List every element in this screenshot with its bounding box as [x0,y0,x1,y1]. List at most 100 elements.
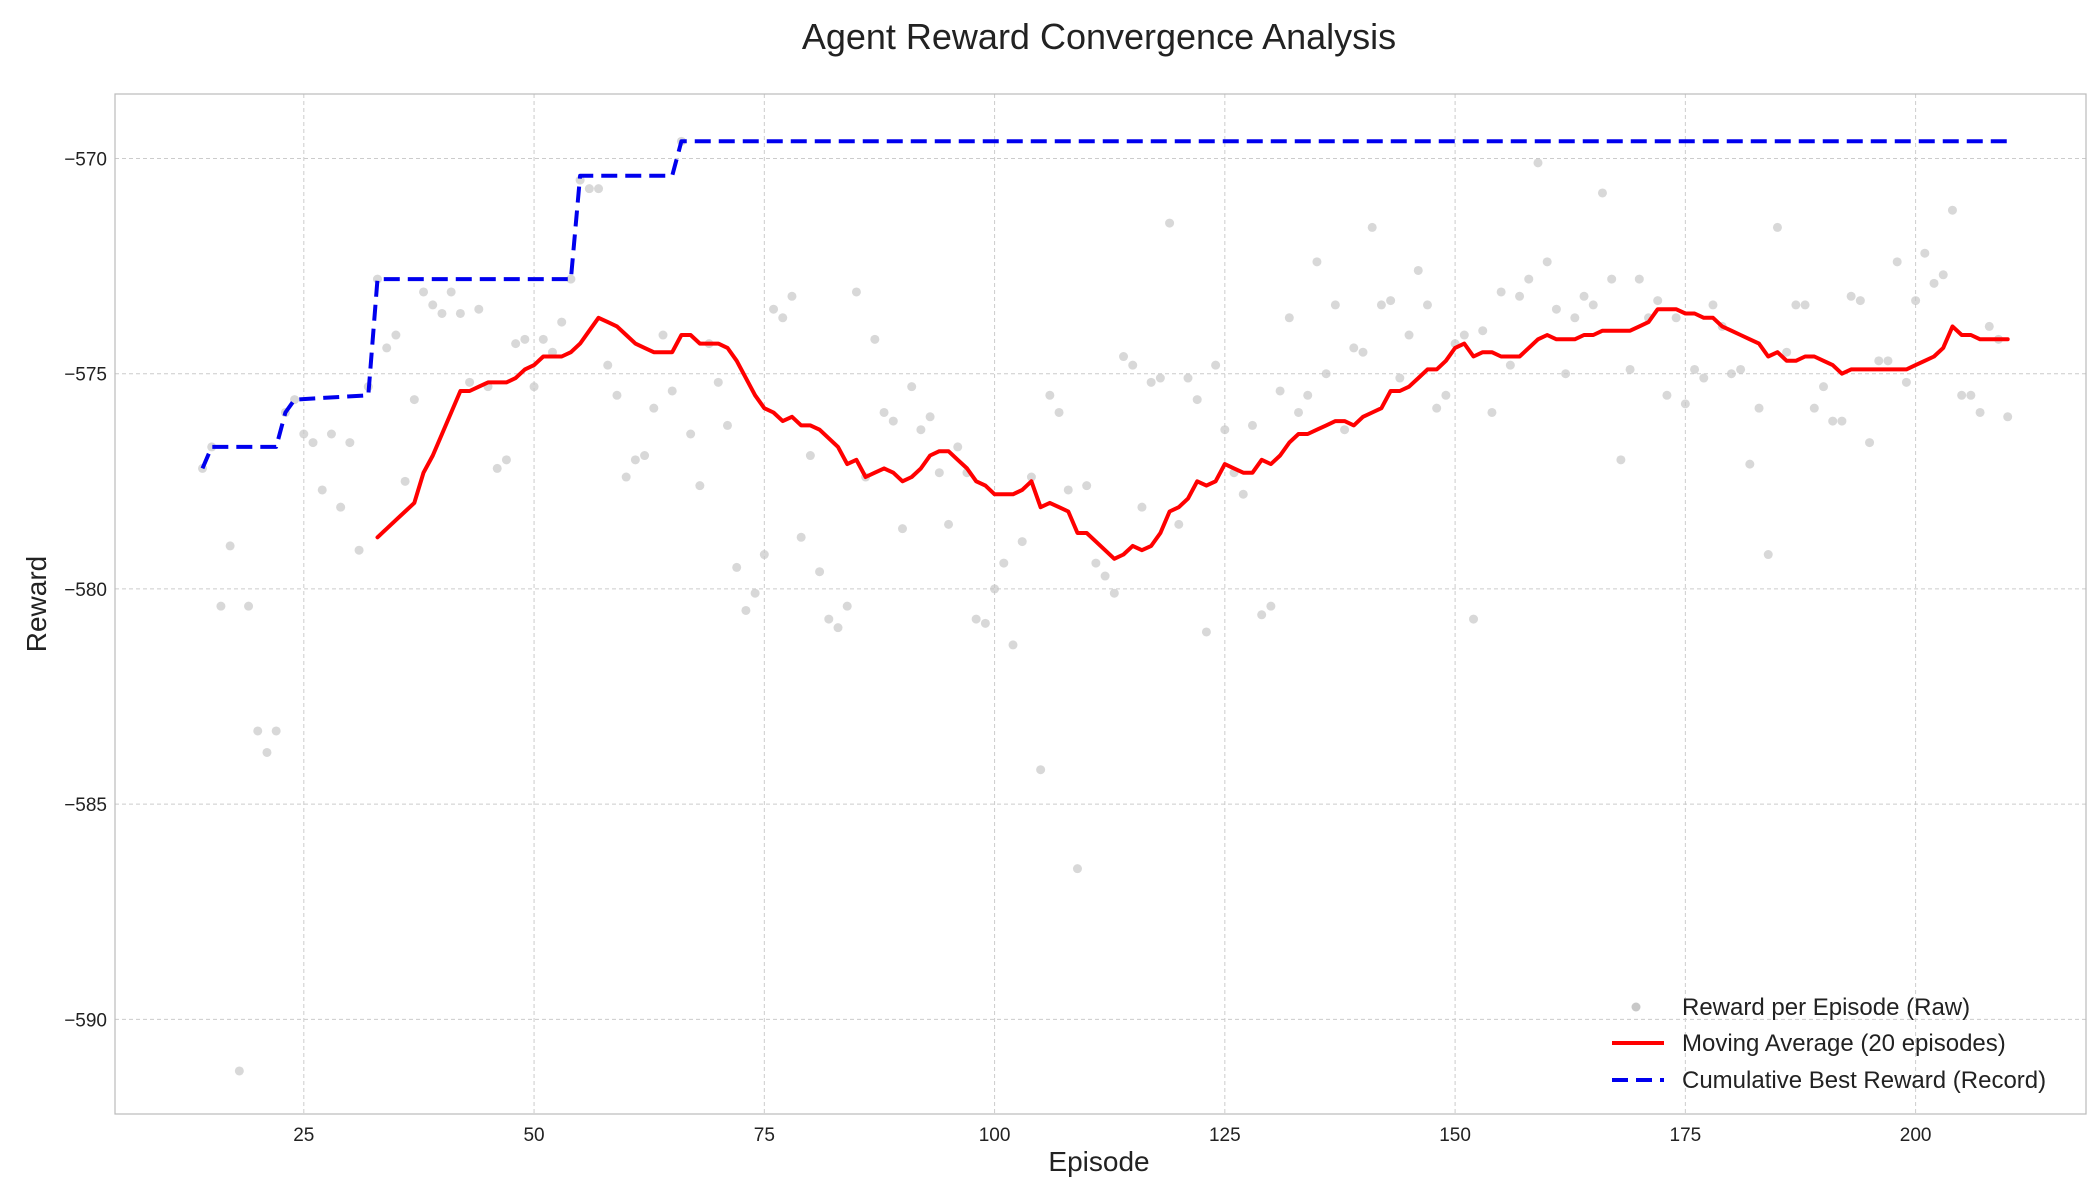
raw-reward-point [1211,360,1221,370]
raw-reward-point [253,726,263,736]
raw-reward-point [888,416,898,426]
raw-reward-point [1155,373,1165,383]
raw-reward-point [1653,296,1663,306]
raw-reward-point [1266,601,1276,611]
raw-reward-point [1984,321,1994,331]
raw-reward-point [1957,390,1967,400]
moving-average-line-group [375,307,2010,561]
best-reward-line-group [200,139,2008,470]
raw-reward-point [1782,347,1792,357]
raw-reward-point [934,468,944,478]
raw-reward-point [1772,222,1782,232]
raw-reward-point [501,455,511,465]
raw-reward-point [1137,502,1147,512]
raw-reward-point [1975,407,1985,417]
raw-reward-point [1459,330,1469,340]
raw-reward-point [805,451,815,461]
raw-reward-point [1579,291,1589,301]
raw-reward-point [1690,364,1700,374]
raw-reward-point [1082,481,1092,491]
raw-reward-point [1542,257,1552,267]
raw-reward-point [1284,313,1294,323]
raw-reward-point [1736,364,1746,374]
raw-reward-point [437,308,447,318]
raw-reward-point [1680,399,1690,409]
raw-reward-point [1763,550,1773,560]
raw-reward-point [511,339,521,349]
raw-reward-point [944,519,954,529]
raw-reward-point [1911,296,1921,306]
chart-title: Agent Reward Convergence Analysis [802,16,1396,57]
raw-reward-point [824,614,834,624]
grid-lines [115,94,2086,1114]
x-tick-label: 200 [1900,1125,1932,1146]
raw-reward-point [1072,864,1082,874]
raw-reward-point [474,304,484,314]
raw-reward-point [1791,300,1801,310]
raw-reward-point [1570,313,1580,323]
raw-reward-point [216,601,226,611]
raw-reward-point [1671,313,1681,323]
raw-reward-point [1395,373,1405,383]
raw-reward-point [1247,420,1257,430]
raw-reward-point [1238,489,1248,499]
raw-reward-point [879,407,889,417]
legend-label-moving-average: Moving Average (20 episodes) [1682,1030,2006,1057]
raw-reward-point [446,287,456,297]
raw-reward-point [234,1066,244,1076]
raw-reward-point [1855,296,1865,306]
raw-reward-point [925,412,935,422]
raw-reward-point [1386,296,1396,306]
raw-reward-point [640,451,650,461]
raw-reward-point [778,313,788,323]
legend-label-best: Cumulative Best Reward (Record) [1682,1067,2046,1094]
raw-reward-point [621,472,631,482]
raw-reward-point [1920,248,1930,258]
raw-reward-point [1432,403,1442,413]
raw-reward-point [1634,274,1644,284]
raw-reward-point [1165,218,1175,228]
raw-reward-point [1588,300,1598,310]
raw-reward-point [1478,326,1488,336]
raw-reward-point [1358,347,1368,357]
raw-reward-point [1192,395,1202,405]
raw-reward-point [741,605,751,615]
moving-average-line [375,307,2010,561]
raw-reward-point [1901,377,1911,387]
raw-reward-point [1174,519,1184,529]
raw-reward-point [1146,377,1156,387]
raw-reward-point [1054,407,1064,417]
raw-reward-point [1726,369,1736,379]
raw-reward-point [722,420,732,430]
raw-reward-point [391,330,401,340]
raw-reward-point [225,541,235,551]
raw-reward-point [1819,382,1829,392]
raw-reward-point [1119,352,1129,362]
raw-reward-point [575,175,585,185]
raw-reward-point [1551,304,1561,314]
raw-reward-point [1220,425,1230,435]
raw-reward-point [1966,390,1976,400]
raw-reward-point [409,395,419,405]
raw-reward-point [557,317,567,327]
x-tick-label: 25 [293,1125,314,1146]
raw-reward-point [686,429,696,439]
raw-reward-point [1929,278,1939,288]
raw-reward-point [354,545,364,555]
raw-reward-point [400,476,410,486]
raw-reward-point [1275,386,1285,396]
raw-reward-point [1883,356,1893,366]
raw-reward-point [584,184,594,194]
raw-reward-point [769,304,779,314]
raw-reward-point [1597,188,1607,198]
raw-reward-point [842,601,852,611]
raw-reward-point [1321,369,1331,379]
x-tick-label: 175 [1670,1125,1702,1146]
raw-reward-point [1846,291,1856,301]
raw-reward-point [1625,364,1635,374]
raw-reward-point [907,382,917,392]
raw-reward-point [1367,222,1377,232]
raw-reward-point [612,390,622,400]
raw-reward-point [455,308,465,318]
raw-reward-point [815,567,825,577]
